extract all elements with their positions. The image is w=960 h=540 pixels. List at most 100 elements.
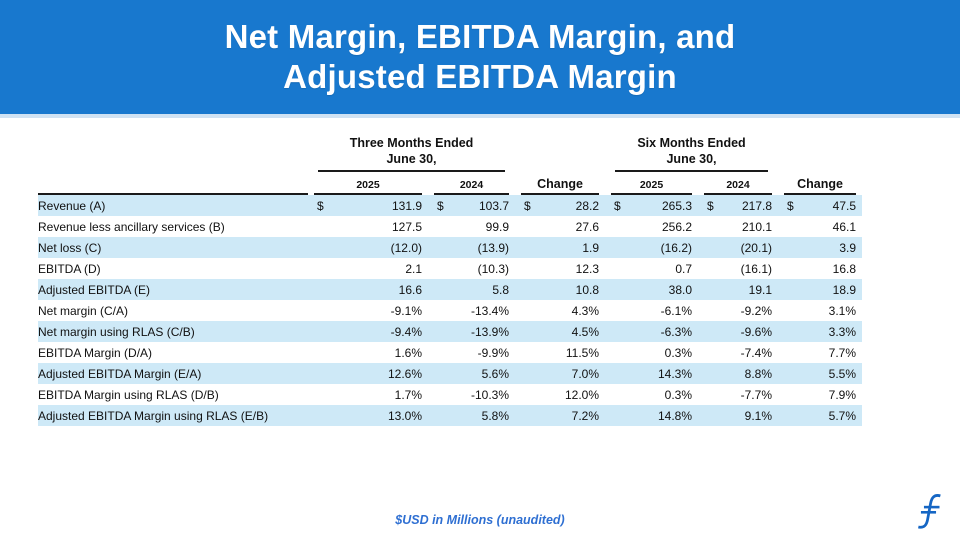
table-cell: (20.1) xyxy=(698,237,778,258)
cell-value: 0.3% xyxy=(664,387,692,402)
col-header-sm-2024: 2024 xyxy=(698,172,778,196)
page-title: Net Margin, EBITDA Margin, and Adjusted … xyxy=(225,17,736,98)
table-cell: 18.9 xyxy=(778,279,862,300)
cell-value: 3.1% xyxy=(828,303,856,318)
dollar-sign: $ xyxy=(317,198,324,213)
table-cell: 12.0% xyxy=(515,384,605,405)
company-f-logo-icon xyxy=(918,494,941,529)
cell-value: (13.9) xyxy=(477,240,509,255)
page-title-line2: Adjusted EBITDA Margin xyxy=(283,58,677,95)
row-label: Revenue less ancillary services (B) xyxy=(38,219,225,234)
table-cell: -13.9% xyxy=(428,321,515,342)
cell-value: 28.2 xyxy=(575,198,599,213)
dollar-sign: $ xyxy=(437,198,444,213)
table-cell: 99.9 xyxy=(428,216,515,237)
cell-value: 5.6% xyxy=(481,366,509,381)
table-row-ebitda: EBITDA (D) 2.1 (10.3) 12.3 0.7 (16.1) 16… xyxy=(38,258,862,279)
table-cell: (12.0) xyxy=(308,237,428,258)
table-cell: 5.8% xyxy=(428,405,515,426)
table-cell: 3.3% xyxy=(778,321,862,342)
cell-value: 210.1 xyxy=(741,219,772,234)
dollar-sign: $ xyxy=(614,198,621,213)
cell-value: 1.6% xyxy=(394,345,422,360)
table-row-net-margin: Net margin (C/A) -9.1% -13.4% 4.3% -6.1%… xyxy=(38,300,862,321)
cell-value: 16.8 xyxy=(832,261,856,276)
row-label: Adjusted EBITDA Margin using RLAS (E/B) xyxy=(38,408,269,423)
table-cell: (10.3) xyxy=(428,258,515,279)
table-cell: -6.3% xyxy=(605,321,698,342)
table-cell: 12.6% xyxy=(308,363,428,384)
table-cell: 210.1 xyxy=(698,216,778,237)
stub-underline xyxy=(38,172,308,196)
cell-value: 7.0% xyxy=(571,366,599,381)
financials-table-wrap: Three Months Ended June 30, Six Months E… xyxy=(38,136,862,427)
row-label: EBITDA Margin (D/A) xyxy=(38,345,153,360)
table-cell: 16.8 xyxy=(778,258,862,279)
table-row-ebitda-margin-rlas: EBITDA Margin using RLAS (D/B) 1.7% -10.… xyxy=(38,384,862,405)
table-cell: 11.5% xyxy=(515,342,605,363)
table-cell: 1.7% xyxy=(308,384,428,405)
cell-value: 19.1 xyxy=(748,282,772,297)
cell-value: 7.2% xyxy=(571,408,599,423)
cell-value: 5.8 xyxy=(492,282,509,297)
table-row-revenue-less-ancillary: Revenue less ancillary services (B) 127.… xyxy=(38,216,862,237)
table-cell: -9.9% xyxy=(428,342,515,363)
three-months-date: June 30, xyxy=(386,151,437,166)
cell-value: 5.8% xyxy=(481,408,509,423)
table-cell: 38.0 xyxy=(605,279,698,300)
table-cell: 0.7 xyxy=(605,258,698,279)
change-spacer xyxy=(515,136,605,172)
table-cell: -7.7% xyxy=(698,384,778,405)
col-header-sm-change: Change xyxy=(778,172,862,196)
cell-value: 9.1% xyxy=(744,408,772,423)
table-cell: 1.9 xyxy=(515,237,605,258)
margins-table: Three Months Ended June 30, Six Months E… xyxy=(38,136,862,427)
period-group-header-row: Three Months Ended June 30, Six Months E… xyxy=(38,136,862,173)
col-header-tm-2025: 2025 xyxy=(308,172,428,196)
table-cell: $28.2 xyxy=(515,195,605,216)
row-label: Net margin (C/A) xyxy=(38,303,129,318)
cell-value: (12.0) xyxy=(390,240,422,255)
cell-value: 5.7% xyxy=(828,408,856,423)
cell-value: 38.0 xyxy=(668,282,692,297)
table-cell: $47.5 xyxy=(778,195,862,216)
cell-value: (16.2) xyxy=(660,240,692,255)
table-cell: 8.8% xyxy=(698,363,778,384)
table-cell: 5.7% xyxy=(778,405,862,426)
cell-value: 12.3 xyxy=(575,261,599,276)
cell-value: 12.0% xyxy=(564,387,599,402)
table-cell: 0.3% xyxy=(605,342,698,363)
cell-value: 18.9 xyxy=(832,282,856,297)
table-cell: 4.3% xyxy=(515,300,605,321)
cell-value: -10.3% xyxy=(470,387,509,402)
col-header-tm-change: Change xyxy=(515,172,605,196)
cell-value: 103.7 xyxy=(478,198,509,213)
row-label: Adjusted EBITDA (E) xyxy=(38,282,151,297)
cell-value: 99.9 xyxy=(485,219,509,234)
row-label: Revenue (A) xyxy=(38,198,106,213)
cell-value: (16.1) xyxy=(740,261,772,276)
row-label: EBITDA Margin using RLAS (D/B) xyxy=(38,387,219,402)
table-cell: -9.1% xyxy=(308,300,428,321)
six-months-label: Six Months Ended xyxy=(637,136,746,150)
table-cell: 27.6 xyxy=(515,216,605,237)
table-cell: 3.1% xyxy=(778,300,862,321)
cell-value: -9.2% xyxy=(740,303,772,318)
table-cell: (16.2) xyxy=(605,237,698,258)
dollar-sign: $ xyxy=(524,198,531,213)
table-cell: 14.3% xyxy=(605,363,698,384)
cell-value: 14.3% xyxy=(657,366,692,381)
change-spacer xyxy=(778,136,862,172)
table-cell: 14.8% xyxy=(605,405,698,426)
dollar-sign: $ xyxy=(707,198,714,213)
col-header-sm-2025: 2025 xyxy=(605,172,698,196)
table-cell: (13.9) xyxy=(428,237,515,258)
title-banner: Net Margin, EBITDA Margin, and Adjusted … xyxy=(0,0,960,118)
table-cell: 7.7% xyxy=(778,342,862,363)
cell-value: 7.9% xyxy=(828,387,856,402)
table-cell: 5.5% xyxy=(778,363,862,384)
cell-value: 3.3% xyxy=(828,324,856,339)
cell-value: -13.4% xyxy=(470,303,509,318)
table-cell: 5.6% xyxy=(428,363,515,384)
cell-value: (10.3) xyxy=(477,261,509,276)
